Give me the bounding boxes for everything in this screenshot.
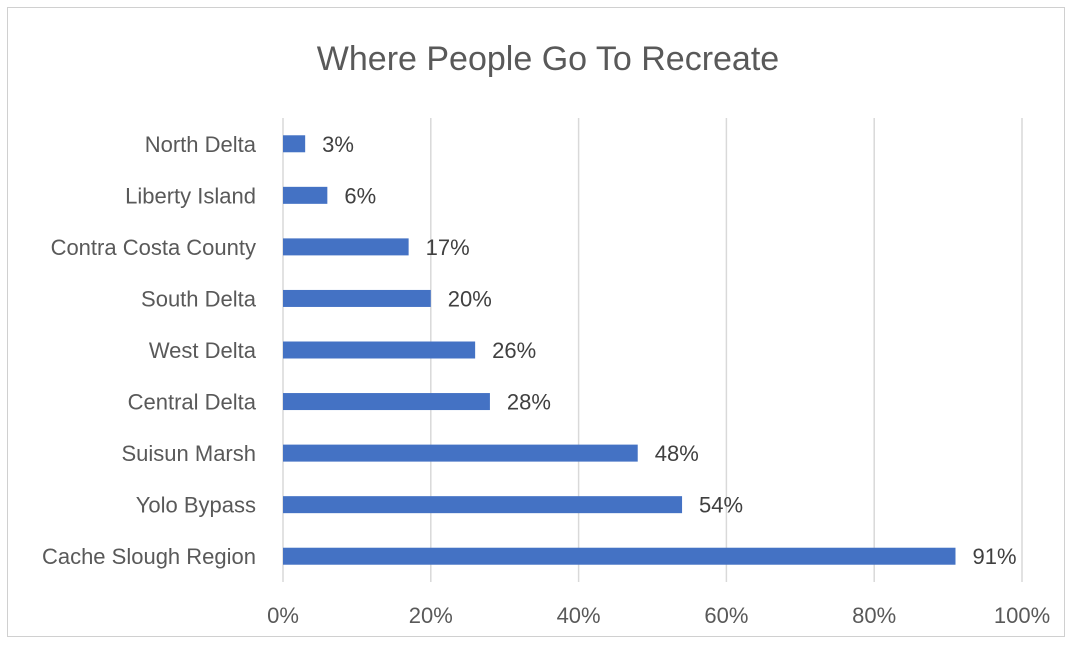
x-tick-label-80: 80%	[852, 603, 896, 628]
bar-6	[283, 444, 638, 462]
data-label-3: 20%	[448, 286, 492, 311]
category-label-2: Contra Costa County	[51, 235, 256, 260]
data-label-7: 54%	[699, 493, 743, 518]
data-label-1: 6%	[344, 183, 376, 208]
chart-frame	[7, 7, 1065, 637]
bars	[283, 135, 956, 565]
category-label-4: West Delta	[149, 338, 257, 363]
bar-4	[283, 341, 476, 359]
bar-5	[283, 393, 490, 411]
x-axis-tick-labels: 0% 20% 40% 60% 80% 100%	[267, 603, 1050, 628]
data-label-2: 17%	[426, 235, 470, 260]
category-labels: North Delta Liberty Island Contra Costa Co…	[42, 132, 257, 569]
bar-1	[283, 186, 328, 204]
bar-2	[283, 238, 409, 256]
data-label-5: 28%	[507, 390, 551, 415]
x-tick-label-0: 0%	[267, 603, 299, 628]
category-label-0: North Delta	[145, 132, 257, 157]
bar-8	[283, 547, 956, 565]
bar-3	[283, 289, 431, 307]
x-tick-label-100: 100%	[994, 603, 1050, 628]
data-label-6: 48%	[655, 441, 699, 466]
category-label-1: Liberty Island	[125, 183, 256, 208]
x-tick-label-60: 60%	[704, 603, 748, 628]
x-tick-label-40: 40%	[557, 603, 601, 628]
data-labels: 3% 6% 17% 20% 26% 28% 48% 54% 91%	[322, 132, 1016, 569]
category-label-7: Yolo Bypass	[136, 493, 256, 518]
bar-7	[283, 496, 683, 514]
category-label-6: Suisun Marsh	[121, 441, 256, 466]
bar-0	[283, 135, 306, 153]
category-label-5: Central Delta	[128, 390, 257, 415]
data-label-0: 3%	[322, 132, 354, 157]
data-label-4: 26%	[492, 338, 536, 363]
x-tick-label-20: 20%	[409, 603, 453, 628]
data-label-8: 91%	[972, 544, 1016, 569]
category-label-3: South Delta	[141, 286, 257, 311]
chart-title: Where People Go To Recreate	[317, 40, 779, 78]
category-label-8: Cache Slough Region	[42, 544, 256, 569]
